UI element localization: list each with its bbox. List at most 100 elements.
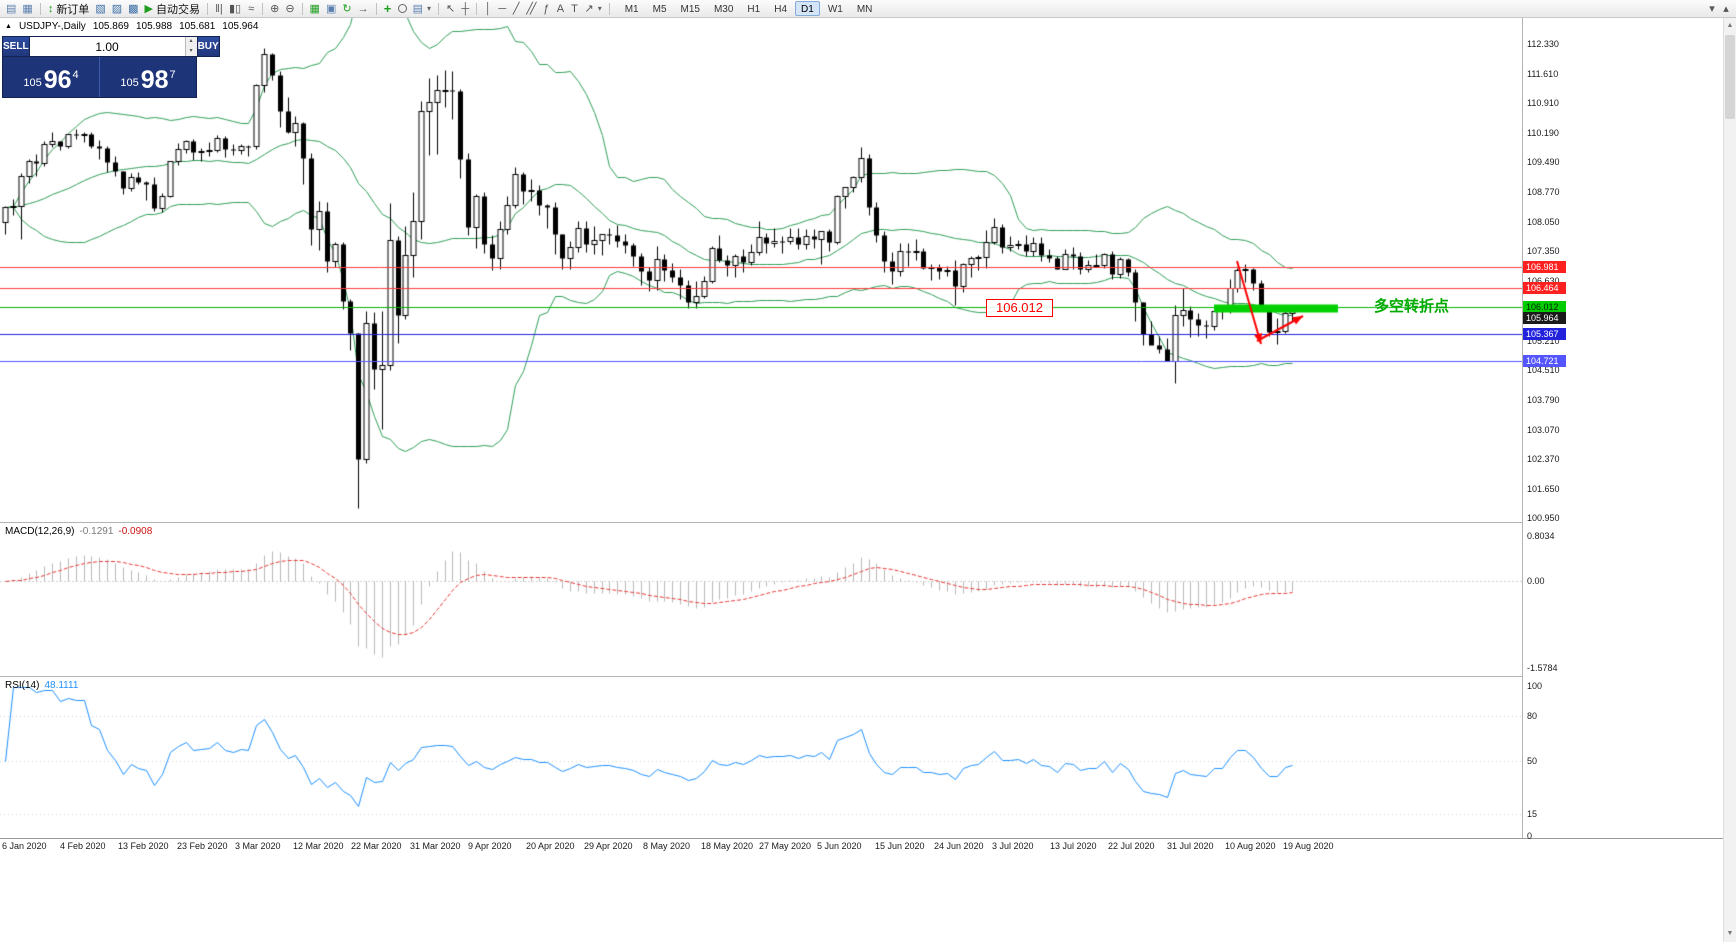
toolbar-separator — [39, 2, 41, 15]
zoom-in-button[interactable]: ⊕ — [267, 1, 282, 17]
date-label: 29 Apr 2020 — [584, 841, 633, 851]
market-watch-button[interactable]: ▧ — [92, 1, 108, 17]
chevron-down-icon: ▾ — [426, 4, 431, 13]
trendline-tool-button[interactable]: ╱ — [509, 1, 523, 17]
new-order-label: 新订单 — [56, 3, 90, 16]
navigator-icon: ▩ — [128, 2, 139, 15]
timeframe-button-m1[interactable]: M1 — [624, 4, 639, 15]
toolbar-separator — [375, 2, 377, 15]
timeframe-button-m5[interactable]: M5 — [652, 4, 667, 15]
date-label: 31 Mar 2020 — [410, 841, 461, 851]
sell-button[interactable]: SELL — [2, 36, 30, 57]
open-value: 105.869 — [92, 21, 129, 32]
date-label: 4 Feb 2020 — [60, 841, 106, 851]
toolbar-separator — [608, 2, 610, 15]
cursor-tool-button[interactable]: ↖ — [443, 1, 458, 17]
arrows-tool-button[interactable]: ↗ ▾ — [581, 1, 604, 17]
rsi-label: RSI(14) 48.1111 — [5, 680, 78, 691]
date-label: 13 Feb 2020 — [118, 841, 169, 851]
cascade-windows-icon: ▣ — [325, 2, 337, 15]
volume-increase-button[interactable]: ▴ — [185, 37, 197, 47]
date-label: 6 Jan 2020 — [2, 841, 47, 851]
price-callout-box[interactable]: 106.012 — [986, 299, 1053, 317]
timeframe-button-h4[interactable]: H4 — [774, 4, 788, 15]
macd-panel-canvas[interactable] — [0, 523, 1522, 676]
zoom-out-button[interactable]: ⊖ — [282, 1, 297, 17]
macd-signal-value: -0.0908 — [118, 526, 153, 537]
data-window-button[interactable]: ▨ — [109, 1, 125, 17]
price-line-tag: 105.367 — [1523, 328, 1566, 340]
date-label: 12 Mar 2020 — [293, 841, 344, 851]
chart-shift-button[interactable]: → — [355, 1, 372, 17]
auto-scroll-icon: ↻ — [342, 2, 352, 15]
auto-scroll-button[interactable]: ↻ — [339, 1, 354, 17]
date-label: 27 May 2020 — [759, 841, 812, 851]
label-tool-button[interactable]: T — [567, 1, 581, 17]
volume-input[interactable] — [29, 37, 185, 56]
rsi-scale-label: 100 — [1527, 681, 1543, 691]
period-clock-icon — [397, 4, 407, 13]
timeframe-button-m30[interactable]: M30 — [713, 4, 734, 15]
price-chart-canvas[interactable] — [0, 18, 1522, 522]
indicators-button[interactable]: + — [381, 1, 395, 17]
toolbar-separator — [207, 2, 208, 15]
bar-chart-icon: ‖| — [215, 2, 223, 15]
sell-price[interactable]: 105 96 4 — [3, 57, 99, 97]
toolbar-separator — [301, 2, 303, 15]
new-order-button[interactable]: ↕ 新订单 — [45, 1, 93, 17]
cascade-windows-button[interactable]: ▣ — [323, 1, 339, 17]
toolbar-overflow-up-button[interactable]: ▴ — [1719, 1, 1733, 17]
rsi-scale-label: 80 — [1527, 711, 1538, 721]
line-chart-button[interactable]: ≈ — [244, 1, 258, 17]
cursor-icon: ↖ — [446, 2, 456, 15]
auto-trading-button[interactable]: ▶ 自动交易 — [142, 1, 203, 17]
timeframe-button-w1[interactable]: W1 — [827, 4, 843, 15]
timeframe-button-d1[interactable]: D1 — [795, 1, 820, 16]
rsi-panel-canvas[interactable] — [0, 677, 1522, 836]
horizontal-line-icon: ─ — [498, 2, 507, 15]
price-line-tag: 104.721 — [1523, 355, 1566, 367]
scrollbar-thumb[interactable] — [1725, 35, 1735, 119]
price-line-tag: 106.981 — [1523, 261, 1566, 273]
text-tool-button[interactable]: A — [553, 1, 567, 17]
buy-button[interactable]: BUY — [196, 36, 220, 57]
timeframe-button-m15[interactable]: M15 — [680, 4, 700, 15]
turning-point-annotation[interactable]: 多空转折点 — [1374, 298, 1450, 315]
timeframe-button-h1[interactable]: H1 — [747, 4, 761, 15]
bar-chart-button[interactable]: ‖| — [212, 1, 226, 17]
macd-name: MACD(12,26,9) — [5, 526, 75, 537]
fibonacci-tool-button[interactable]: ƒ — [539, 1, 553, 17]
buy-price-prefix: 105 — [120, 77, 139, 89]
line-chart-icon: ≈ — [248, 2, 255, 15]
profiles-button[interactable]: ▦ — [19, 1, 35, 17]
date-label: 3 Jul 2020 — [992, 841, 1034, 851]
symbol-period-label: USDJPY-,Daily — [18, 21, 86, 32]
buy-price-big: 98 — [140, 66, 169, 94]
panel-separator[interactable] — [0, 522, 1522, 523]
new-chart-button[interactable]: ▤ — [3, 1, 19, 17]
timeframe-button-mn[interactable]: MN — [856, 4, 873, 15]
date-label: 3 Mar 2020 — [235, 841, 281, 851]
vertical-line-tool-button[interactable]: │ — [481, 1, 495, 17]
navigator-button[interactable]: ▩ — [125, 1, 141, 17]
volume-decrease-button[interactable]: ▾ — [185, 46, 197, 56]
scroll-up-icon[interactable]: ▲ — [1726, 22, 1734, 29]
templates-button[interactable]: ▤ ▾ — [410, 1, 434, 17]
price-axis-label: 101.650 — [1527, 484, 1560, 494]
buy-price[interactable]: 105 98 7 — [100, 57, 196, 97]
scrollbar[interactable]: ▲ ▼ — [1723, 18, 1736, 942]
periods-button[interactable] — [395, 1, 410, 17]
scroll-down-icon[interactable]: ▼ — [1726, 930, 1734, 937]
close-value: 105.964 — [222, 21, 259, 32]
toolbar-overflow-down-button[interactable]: ▾ — [1705, 1, 1719, 17]
channel-tool-button[interactable]: ╱╱ — [523, 1, 539, 17]
macd-scale-label: 0.00 — [1527, 576, 1545, 586]
panel-separator[interactable] — [0, 676, 1522, 677]
crosshair-tool-button[interactable]: ┼ — [458, 1, 472, 17]
tile-windows-button[interactable]: ▦ — [307, 1, 323, 17]
price-axis-label: 102.370 — [1527, 454, 1560, 464]
candlestick-chart-button[interactable]: ▮▯ — [226, 1, 244, 17]
date-label: 10 Aug 2020 — [1225, 841, 1276, 851]
horizontal-line-tool-button[interactable]: ─ — [495, 1, 509, 17]
